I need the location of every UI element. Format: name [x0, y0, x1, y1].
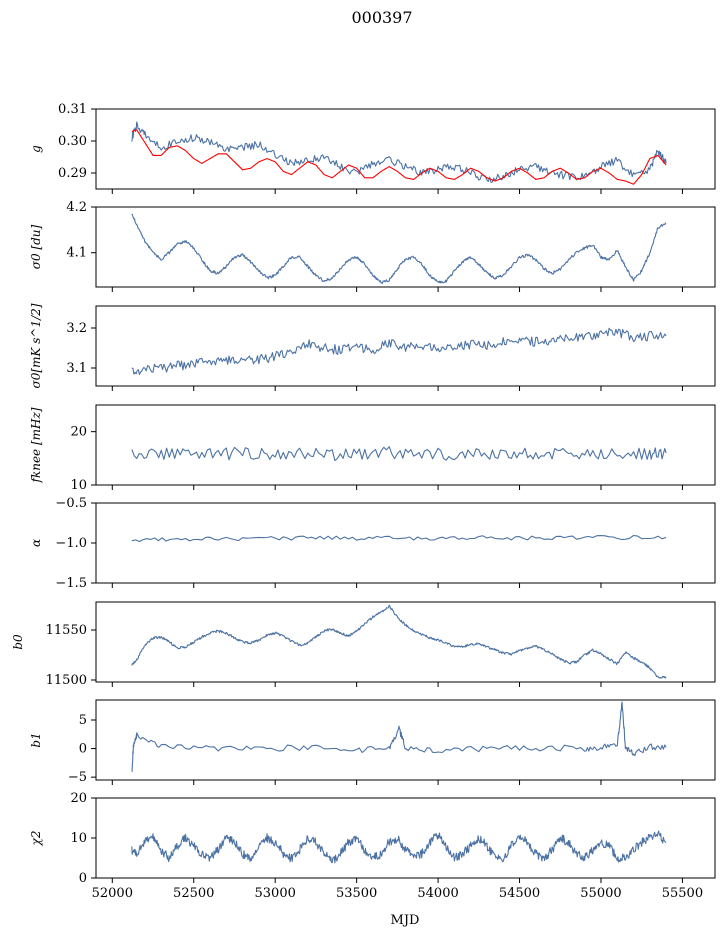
axes-frame — [95, 305, 716, 387]
panels: 0.29 0.30 0.31 g 4.1 4.2 σ0 [du] 3.1 3.2 σ0[mK s^… — [11, 102, 716, 901]
y-axis-label: σ0[mK s^1/2] — [29, 303, 43, 388]
x-axis-label: MJD — [391, 913, 420, 928]
y-tick-label: 0 — [79, 742, 87, 757]
series-line-6-1 — [131, 604, 667, 679]
x-tick-label: 55500 — [662, 886, 703, 901]
y-tick-label: 0.29 — [58, 166, 87, 181]
y-tick-label: 3.1 — [66, 361, 87, 376]
y-tick-label: 11500 — [46, 673, 87, 688]
panel-1: 0.29 0.30 0.31 g — [29, 102, 716, 194]
series-line-8-1 — [131, 830, 667, 864]
panel-5: −1.5 −1.0 −0.5 α — [29, 496, 716, 591]
panel-8: 0 10 20 52000 52500 53000 53500 54000 54500 55000… — [29, 791, 716, 901]
y-tick-label: 0.30 — [58, 134, 87, 149]
figure-title: 000397 — [351, 8, 412, 27]
y-axis-label: χ2 — [29, 831, 43, 847]
y-tick-label: −5 — [68, 770, 87, 785]
y-tick-label: −1.5 — [55, 576, 87, 591]
panel-2: 4.1 4.2 σ0 [du] — [29, 200, 716, 292]
x-tick-label: 52000 — [92, 886, 133, 901]
x-tick-label: 53500 — [336, 886, 377, 901]
y-tick-label: 0 — [79, 871, 87, 886]
series-line-7-1 — [131, 701, 667, 773]
x-tick-label: 52500 — [173, 886, 214, 901]
axes-frame — [95, 797, 716, 879]
y-tick-label: 10 — [70, 478, 87, 493]
series-line-5-1 — [131, 534, 667, 543]
y-tick-label: 5 — [79, 713, 87, 728]
panel-7: −5 0 5 b1 — [29, 699, 716, 785]
axes-frame — [95, 108, 716, 190]
y-tick-label: 20 — [70, 791, 87, 806]
y-tick-label: 0.31 — [58, 102, 87, 117]
panel-4: 10 20 fknee [mHz] — [29, 404, 716, 493]
series-line-3-1 — [131, 327, 667, 376]
y-tick-label: −0.5 — [55, 496, 87, 511]
axes-frame — [95, 404, 716, 486]
y-tick-label: 4.2 — [66, 200, 87, 215]
y-axis-label: fknee [mHz] — [29, 407, 43, 483]
panel-3: 3.1 3.2 σ0[mK s^1/2] — [29, 303, 716, 391]
series-line-4-1 — [131, 446, 667, 462]
y-tick-label: 4.1 — [66, 246, 87, 261]
y-axis-label: σ0 [du] — [29, 224, 43, 269]
panel-6: 11500 11550 b0 — [11, 601, 716, 688]
y-tick-label: 3.2 — [66, 321, 87, 336]
axes-frame — [95, 699, 716, 781]
x-tick-label: 54000 — [417, 886, 458, 901]
x-tick-label: 55000 — [580, 886, 621, 901]
axes-frame — [95, 502, 716, 584]
y-axis-label: b0 — [11, 634, 25, 650]
y-tick-label: 10 — [70, 831, 87, 846]
axes-frame — [95, 206, 716, 288]
axes-frame — [95, 601, 716, 683]
y-axis-label: α — [29, 539, 43, 547]
y-tick-label: −1.0 — [55, 536, 87, 551]
y-tick-label: 20 — [70, 425, 87, 440]
series-line-2-1 — [131, 213, 667, 284]
series-line-1-2 — [131, 129, 667, 185]
x-tick-label: 53000 — [255, 886, 296, 901]
y-axis-label: b1 — [29, 732, 43, 747]
y-tick-label: 11550 — [46, 623, 87, 638]
x-tick-label: 54500 — [499, 886, 540, 901]
y-axis-label: g — [29, 145, 43, 153]
